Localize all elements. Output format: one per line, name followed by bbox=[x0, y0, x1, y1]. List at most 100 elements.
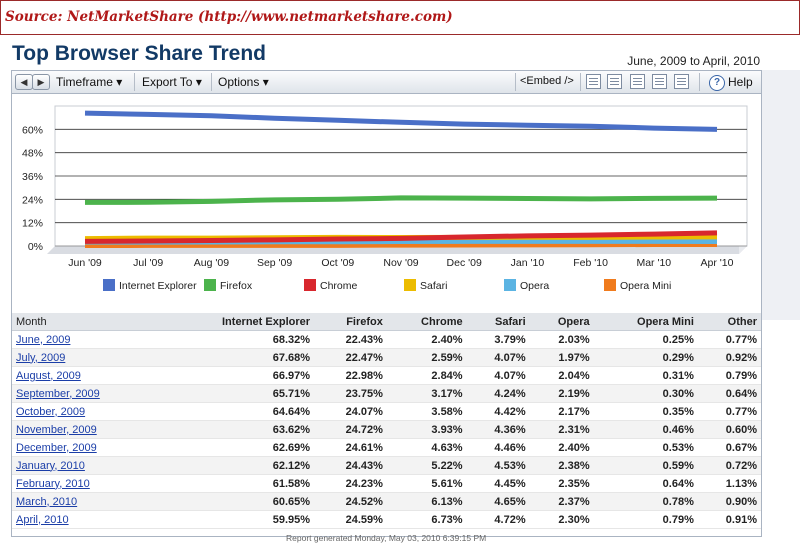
value-cell: 24.61% bbox=[314, 438, 387, 457]
month-cell: June, 2009 bbox=[12, 330, 160, 349]
add-chart-icon[interactable] bbox=[586, 74, 601, 89]
value-cell: 0.91% bbox=[697, 510, 761, 529]
value-cell: 2.03% bbox=[529, 330, 594, 349]
value-cell: 1.97% bbox=[529, 348, 594, 367]
x-tick-label: Feb '10 bbox=[573, 257, 608, 269]
options-menu[interactable]: Options ▾ bbox=[218, 75, 269, 89]
legend-label: Opera Mini bbox=[620, 280, 671, 292]
value-cell: 0.31% bbox=[593, 366, 698, 385]
help-button[interactable]: Help bbox=[728, 75, 753, 89]
month-cell: February, 2010 bbox=[12, 474, 160, 493]
value-cell: 0.64% bbox=[593, 474, 698, 493]
legend-label: Opera bbox=[520, 280, 549, 292]
export-menu[interactable]: Export To ▾ bbox=[142, 75, 202, 89]
export-label: Export To bbox=[142, 75, 193, 89]
source-text: Source: NetMarketShare (http://www.netma… bbox=[5, 9, 453, 25]
month-cell: July, 2009 bbox=[12, 348, 160, 367]
legend-swatch bbox=[504, 279, 516, 291]
month-cell: October, 2009 bbox=[12, 402, 160, 421]
forward-arrow-icon[interactable]: ▶ bbox=[32, 74, 50, 90]
x-tick-label: Jul '09 bbox=[133, 257, 163, 269]
month-link[interactable]: August, 2009 bbox=[16, 369, 81, 382]
value-cell: 4.72% bbox=[466, 510, 530, 529]
column-header: Chrome bbox=[386, 313, 467, 331]
value-cell: 68.32% bbox=[159, 330, 315, 349]
month-link[interactable]: July, 2009 bbox=[16, 351, 66, 364]
table-row: October, 2009 64.64% 24.07% 3.58% 4.42% 2.17%… bbox=[12, 402, 761, 421]
month-link[interactable]: March, 2010 bbox=[16, 495, 78, 508]
back-arrow-icon[interactable]: ◀ bbox=[15, 74, 33, 90]
timeframe-menu[interactable]: Timeframe ▾ bbox=[56, 75, 123, 89]
value-cell: 24.07% bbox=[314, 402, 387, 421]
help-icon[interactable]: ? bbox=[709, 75, 725, 91]
date-range: June, 2009 to April, 2010 bbox=[627, 54, 760, 68]
zoom-icon[interactable] bbox=[630, 74, 645, 89]
value-cell: 2.37% bbox=[529, 492, 594, 511]
value-cell: 5.61% bbox=[386, 474, 467, 493]
table-row: November, 2009 63.62% 24.72% 3.93% 4.36% 2.31… bbox=[12, 420, 761, 439]
x-tick-label: Jun '09 bbox=[68, 257, 102, 269]
source-bar: Source: NetMarketShare (http://www.netma… bbox=[0, 0, 800, 35]
table-body: June, 2009 68.32% 22.43% 2.40% 3.79% 2.03% 0.2… bbox=[12, 330, 761, 529]
document-icon[interactable] bbox=[674, 74, 689, 89]
value-cell: 2.04% bbox=[529, 366, 594, 385]
value-cell: 3.79% bbox=[466, 330, 530, 349]
month-cell: August, 2009 bbox=[12, 366, 160, 385]
y-tick-label: 12% bbox=[22, 218, 43, 230]
value-cell: 4.65% bbox=[466, 492, 530, 511]
y-tick-label: 0% bbox=[28, 241, 43, 253]
embed-button[interactable]: <Embed /> bbox=[520, 75, 574, 87]
value-cell: 0.67% bbox=[697, 438, 761, 457]
month-link[interactable]: September, 2009 bbox=[16, 387, 100, 400]
page-title: Top Browser Share Trend bbox=[12, 42, 266, 65]
value-cell: 67.68% bbox=[159, 348, 315, 367]
value-cell: 2.30% bbox=[529, 510, 594, 529]
table-row: March, 2010 60.65% 24.52% 6.13% 4.65% 2.37% 0.… bbox=[12, 492, 761, 511]
value-cell: 4.36% bbox=[466, 420, 530, 439]
value-cell: 24.23% bbox=[314, 474, 387, 493]
toolbar-divider bbox=[211, 73, 212, 91]
value-cell: 62.69% bbox=[159, 438, 315, 457]
month-link[interactable]: April, 2010 bbox=[16, 513, 69, 526]
month-link[interactable]: February, 2010 bbox=[16, 477, 90, 490]
report-footer: Report generated Monday, May 03, 2010 6:… bbox=[286, 533, 487, 543]
month-link[interactable]: November, 2009 bbox=[16, 423, 97, 436]
report-panel: ◀ ▶ Timeframe ▾ Export To ▾ Options ▾ <E… bbox=[11, 70, 762, 537]
value-cell: 2.40% bbox=[529, 438, 594, 457]
toolbar-divider bbox=[580, 73, 581, 91]
month-link[interactable]: October, 2009 bbox=[16, 405, 86, 418]
value-cell: 4.07% bbox=[466, 348, 530, 367]
value-cell: 4.45% bbox=[466, 474, 530, 493]
value-cell: 66.97% bbox=[159, 366, 315, 385]
value-cell: 2.40% bbox=[386, 330, 467, 349]
month-cell: January, 2010 bbox=[12, 456, 160, 475]
value-cell: 6.13% bbox=[386, 492, 467, 511]
value-cell: 3.17% bbox=[386, 384, 467, 403]
value-cell: 22.47% bbox=[314, 348, 387, 367]
month-link[interactable]: June, 2009 bbox=[16, 333, 71, 346]
month-link[interactable]: January, 2010 bbox=[16, 459, 85, 472]
series-line bbox=[84, 230, 718, 244]
value-cell: 60.65% bbox=[159, 492, 315, 511]
value-cell: 3.58% bbox=[386, 402, 467, 421]
value-cell: 4.53% bbox=[466, 456, 530, 475]
options-label: Options bbox=[218, 75, 260, 89]
value-cell: 0.60% bbox=[697, 420, 761, 439]
timeframe-label: Timeframe bbox=[56, 75, 113, 89]
table-row: January, 2010 62.12% 24.43% 5.22% 4.53% 2.38%… bbox=[12, 456, 761, 475]
share-table: Month Internet Explorer Firefox Chrome Safar… bbox=[12, 313, 761, 529]
x-tick-label: Dec '09 bbox=[447, 257, 482, 269]
month-link[interactable]: December, 2009 bbox=[16, 441, 97, 454]
x-tick-label: Aug '09 bbox=[194, 257, 229, 269]
table-row: December, 2009 62.69% 24.61% 4.63% 4.46% 2.40… bbox=[12, 438, 761, 457]
print-icon[interactable] bbox=[652, 74, 667, 89]
legend-label: Firefox bbox=[220, 280, 253, 292]
table-view-icon[interactable] bbox=[607, 74, 622, 89]
value-cell: 4.46% bbox=[466, 438, 530, 457]
value-cell: 1.13% bbox=[697, 474, 761, 493]
value-cell: 2.38% bbox=[529, 456, 594, 475]
legend-swatch bbox=[304, 279, 316, 291]
toolbar: ◀ ▶ Timeframe ▾ Export To ▾ Options ▾ <E… bbox=[12, 71, 761, 94]
legend-label: Chrome bbox=[320, 280, 358, 292]
series-line bbox=[84, 195, 718, 205]
